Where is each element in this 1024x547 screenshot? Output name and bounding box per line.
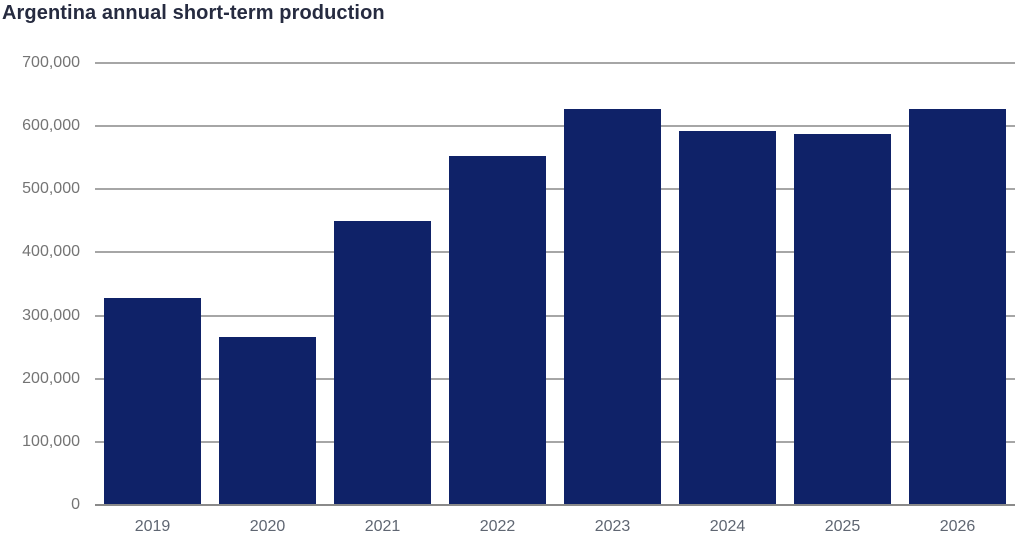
chart-title: Argentina annual short-term production — [2, 2, 385, 24]
y-tick-label: 600,000 — [22, 117, 80, 135]
x-tick-label: 2023 — [594, 518, 631, 535]
x-tick-label: 2020 — [249, 518, 286, 535]
bar-2024 — [679, 130, 776, 505]
bar-slot — [785, 63, 900, 505]
y-tick-label: 400,000 — [22, 243, 80, 261]
bar-2021 — [334, 220, 431, 505]
y-tick-label: 0 — [71, 496, 80, 513]
bar-2020 — [219, 337, 316, 505]
plot-area — [95, 62, 1015, 506]
x-tick-label: 2021 — [364, 518, 401, 535]
bar-slot — [555, 63, 670, 505]
x-axis-labels: 2019 2020 2021 2022 2023 2024 2025 2026 — [95, 505, 1015, 536]
gridline — [95, 377, 1015, 380]
bar-slot — [325, 63, 440, 505]
y-tick-label: 100,000 — [22, 432, 80, 450]
x-tick-label: 2026 — [939, 518, 976, 535]
gridline — [95, 251, 1015, 254]
bar-2023 — [564, 109, 661, 505]
bar-2019 — [104, 297, 201, 505]
bar-2025 — [794, 134, 891, 505]
y-axis-labels: 0 100,000 200,000 300,000 400,000 500,000 600,… — [0, 54, 80, 513]
x-axis-line — [95, 504, 1015, 506]
bar-series — [95, 63, 1015, 505]
gridline — [95, 125, 1015, 128]
bar-slot — [440, 63, 555, 505]
bar-slot — [670, 63, 785, 505]
bar-slot — [900, 63, 1015, 505]
gridline — [95, 440, 1015, 443]
bar-slot — [210, 63, 325, 505]
bar-slot — [95, 63, 210, 505]
y-tick-label: 500,000 — [22, 180, 80, 198]
x-tick-label: 2019 — [134, 518, 171, 535]
gridline — [95, 314, 1015, 317]
y-tick-label: 300,000 — [22, 306, 80, 324]
gridline — [95, 62, 1015, 64]
gridline — [95, 188, 1015, 191]
x-tick-label: 2024 — [709, 518, 746, 535]
bar-2026 — [909, 109, 1006, 505]
y-tick-label: 700,000 — [22, 54, 80, 71]
bar-2022 — [449, 155, 546, 505]
x-tick-label: 2025 — [824, 518, 861, 535]
y-tick-label: 200,000 — [22, 369, 80, 387]
x-tick-label: 2022 — [479, 518, 516, 535]
